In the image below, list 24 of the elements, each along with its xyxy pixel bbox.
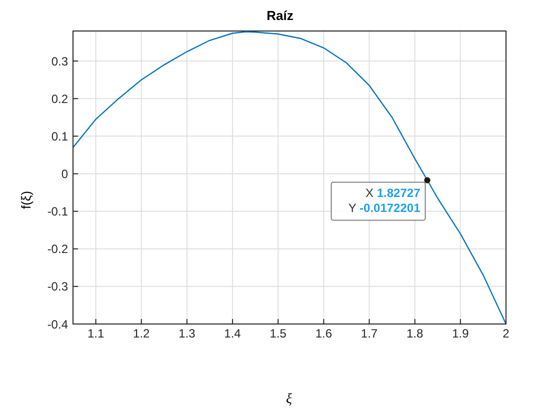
y-tick-label: 0.3 [51,54,68,68]
x-tick-label: 1.2 [133,326,150,341]
x-axis-title: ξ [286,392,292,408]
y-tick-label: -0.1 [47,204,68,219]
chart-title: Raíz [266,8,294,23]
x-tick-label: 1.4 [224,326,242,341]
y-tick-label: 0 [61,167,68,182]
y-tick-label: 0.2 [51,92,68,106]
x-tick-label: 1.5 [270,326,287,341]
annotation: Y -0.0172201 [348,201,421,216]
x-tick-label: 1.3 [178,326,196,341]
x-tick-label: 1.7 [360,326,378,341]
annotation: X 1.82727 [366,186,421,200]
x-tick-label: 1.9 [452,326,470,341]
x-tick-label: 1.8 [406,326,424,341]
x-tick-label: 1.6 [315,326,332,341]
x-tick-label: 2 [502,326,510,341]
x-tick-label: 1.1 [87,326,104,341]
y-tick-label: -0.2 [47,242,68,256]
y-axis-title: f(ξ) [18,190,34,210]
line-series [73,31,506,324]
y-tick-label: -0.3 [47,280,68,294]
y-tick-label: -0.4 [47,317,68,332]
y-tick-label: 0.1 [51,129,68,144]
